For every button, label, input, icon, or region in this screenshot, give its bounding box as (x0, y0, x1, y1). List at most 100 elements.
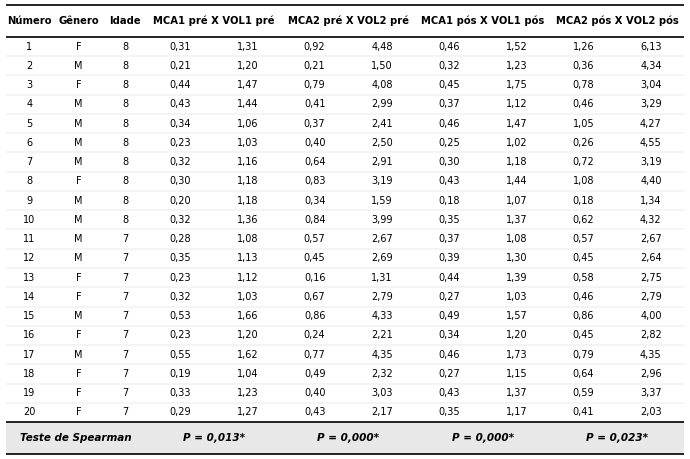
Text: F: F (76, 273, 81, 283)
Text: 1,03: 1,03 (506, 292, 527, 302)
Text: 1,08: 1,08 (573, 176, 594, 186)
Text: F: F (76, 388, 81, 398)
Text: 0,78: 0,78 (573, 80, 594, 90)
Text: 1,18: 1,18 (237, 196, 258, 206)
Text: 0,32: 0,32 (169, 215, 191, 225)
Text: F: F (76, 42, 81, 51)
Text: 1,17: 1,17 (506, 408, 527, 417)
Text: M: M (75, 118, 83, 129)
Text: P = 0,013*: P = 0,013* (183, 433, 245, 443)
Text: 0,23: 0,23 (169, 138, 191, 148)
Text: 0,26: 0,26 (573, 138, 594, 148)
Text: 1,13: 1,13 (237, 253, 258, 263)
Text: 1,12: 1,12 (506, 99, 527, 109)
Text: 0,20: 0,20 (169, 196, 191, 206)
Text: 7: 7 (122, 253, 128, 263)
Text: 2,32: 2,32 (371, 369, 393, 379)
Text: 1,66: 1,66 (237, 311, 258, 321)
Bar (6, 422, 684, 454)
Text: 1,06: 1,06 (237, 118, 258, 129)
Text: 0,21: 0,21 (304, 61, 326, 71)
Text: 14: 14 (23, 292, 35, 302)
Text: F: F (76, 80, 81, 90)
Text: 4,32: 4,32 (640, 215, 662, 225)
Text: F: F (76, 369, 81, 379)
Text: 0,31: 0,31 (170, 42, 191, 51)
Text: 0,45: 0,45 (573, 330, 594, 341)
Text: 0,57: 0,57 (304, 234, 326, 244)
Text: 1,18: 1,18 (237, 176, 258, 186)
Text: 0,39: 0,39 (438, 253, 460, 263)
Text: 3,29: 3,29 (640, 99, 662, 109)
Text: 0,46: 0,46 (438, 42, 460, 51)
Text: 0,23: 0,23 (169, 273, 191, 283)
Text: 1,44: 1,44 (506, 176, 527, 186)
Text: MCA1 pré X VOL1 pré: MCA1 pré X VOL1 pré (153, 16, 275, 26)
Text: 1,30: 1,30 (506, 253, 527, 263)
Text: 1: 1 (26, 42, 32, 51)
Text: P = 0,023*: P = 0,023* (586, 433, 648, 443)
Text: 7: 7 (122, 408, 128, 417)
Text: 0,23: 0,23 (169, 330, 191, 341)
Text: 1,03: 1,03 (237, 138, 258, 148)
Text: 2,69: 2,69 (371, 253, 393, 263)
Text: M: M (75, 215, 83, 225)
Text: 0,41: 0,41 (573, 408, 594, 417)
Text: 0,34: 0,34 (170, 118, 191, 129)
Text: 2,21: 2,21 (371, 330, 393, 341)
Text: 7: 7 (122, 388, 128, 398)
Text: 4,27: 4,27 (640, 118, 662, 129)
Text: 0,53: 0,53 (169, 311, 191, 321)
Text: 7: 7 (122, 273, 128, 283)
Text: 0,37: 0,37 (438, 234, 460, 244)
Text: 2,50: 2,50 (371, 138, 393, 148)
Text: 0,64: 0,64 (573, 369, 594, 379)
Text: 8: 8 (122, 42, 128, 51)
Text: 0,62: 0,62 (573, 215, 594, 225)
Text: 1,47: 1,47 (237, 80, 258, 90)
Text: 1,18: 1,18 (506, 157, 527, 167)
Text: 1,57: 1,57 (506, 311, 527, 321)
Text: 6,13: 6,13 (640, 42, 662, 51)
Text: 0,40: 0,40 (304, 388, 326, 398)
Text: F: F (76, 408, 81, 417)
Text: 7: 7 (122, 292, 128, 302)
Text: 2,67: 2,67 (371, 234, 393, 244)
Text: Idade: Idade (110, 16, 141, 26)
Text: 1,23: 1,23 (506, 61, 527, 71)
Text: 7: 7 (122, 350, 128, 360)
Text: 1,50: 1,50 (371, 61, 393, 71)
Text: 2,91: 2,91 (371, 157, 393, 167)
Text: 7: 7 (122, 311, 128, 321)
Text: 0,86: 0,86 (304, 311, 326, 321)
Text: 1,62: 1,62 (237, 350, 258, 360)
Text: 1,12: 1,12 (237, 273, 258, 283)
Text: 4,55: 4,55 (640, 138, 662, 148)
Text: 0,37: 0,37 (438, 99, 460, 109)
Text: 0,59: 0,59 (573, 388, 594, 398)
Text: 0,58: 0,58 (573, 273, 594, 283)
Text: 0,83: 0,83 (304, 176, 326, 186)
Text: 0,35: 0,35 (438, 215, 460, 225)
Text: 4,00: 4,00 (640, 311, 662, 321)
Text: 0,30: 0,30 (170, 176, 191, 186)
Text: P = 0,000*: P = 0,000* (317, 433, 380, 443)
Text: 0,40: 0,40 (304, 138, 326, 148)
Text: P = 0,000*: P = 0,000* (452, 433, 514, 443)
Text: 0,34: 0,34 (438, 330, 460, 341)
Text: 0,43: 0,43 (304, 408, 326, 417)
Text: 1,02: 1,02 (506, 138, 527, 148)
Text: 18: 18 (23, 369, 35, 379)
Text: 0,43: 0,43 (170, 99, 191, 109)
Text: 1,23: 1,23 (237, 388, 258, 398)
Text: 1,26: 1,26 (573, 42, 594, 51)
Text: M: M (75, 138, 83, 148)
Text: F: F (76, 292, 81, 302)
Text: 0,92: 0,92 (304, 42, 326, 51)
Text: 0,57: 0,57 (573, 234, 595, 244)
Text: 0,32: 0,32 (169, 292, 191, 302)
Text: 0,55: 0,55 (169, 350, 191, 360)
Text: 4,34: 4,34 (640, 61, 662, 71)
Text: 1,73: 1,73 (506, 350, 527, 360)
Text: 0,35: 0,35 (438, 408, 460, 417)
